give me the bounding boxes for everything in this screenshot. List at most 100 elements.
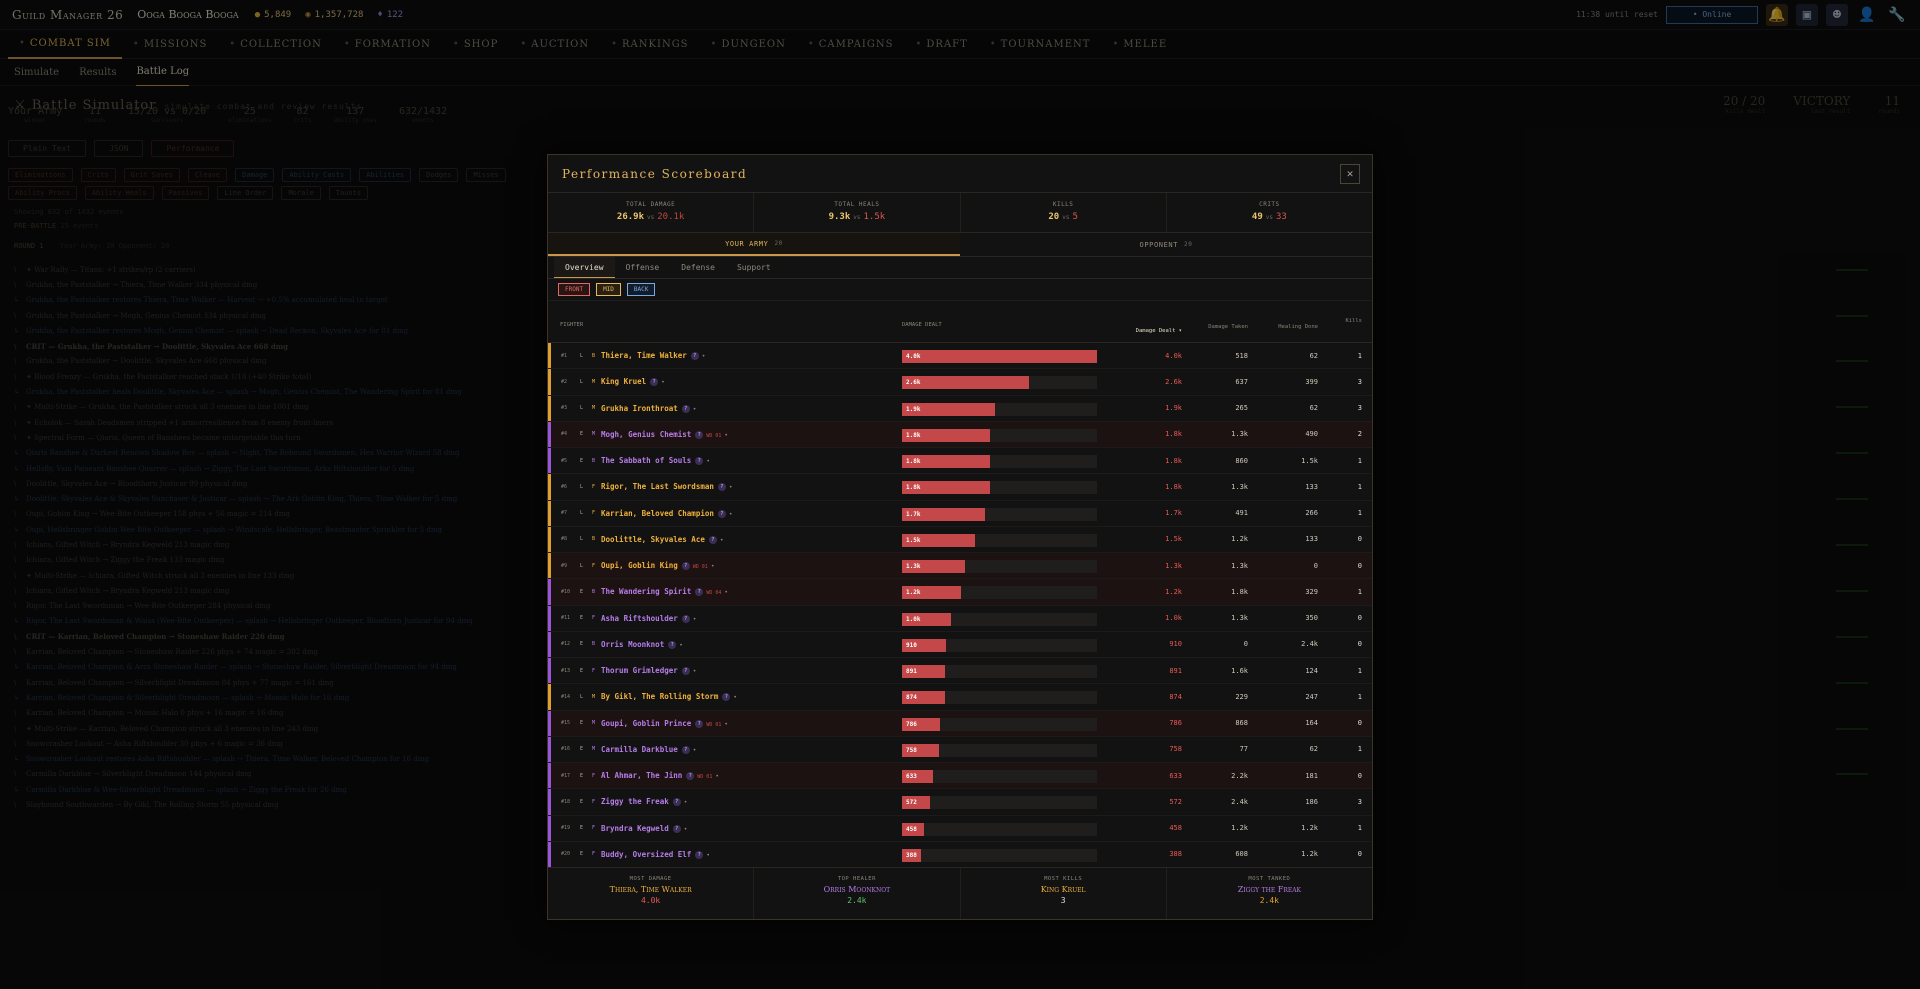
fighter-name[interactable]: Thiera, Time Walker? • — [601, 351, 705, 361]
fighter-name[interactable]: Mogh, Genius Chemist? WD 01 • — [601, 430, 728, 439]
table-row[interactable]: #6 L F Rigor, The Last Swordsman? • 1.8k 1.8k 1… — [548, 474, 1372, 501]
nav-melee[interactable]: • Melee — [1101, 30, 1178, 59]
filter-front[interactable]: FRONT — [558, 283, 591, 296]
col-damage-dealt[interactable]: Damage Dealt ▾ — [1135, 328, 1182, 334]
event-filter-toggle[interactable]: Crits — [80, 168, 116, 182]
fighter-name[interactable]: Rigor, The Last Swordsman? • — [601, 482, 733, 492]
filter-mid[interactable]: MID — [596, 283, 621, 296]
table-row[interactable]: #4 E M Mogh, Genius Chemist? WD 01 • 1.8k 1.8k 1… — [548, 421, 1372, 448]
table-row[interactable]: #12 E B Orris Moonknot? • 910 910 0 2.4k 0 — [548, 631, 1372, 658]
your-army-tab[interactable]: YOUR ARMY 20 — [548, 233, 960, 256]
info-badge-icon[interactable]: ? — [695, 457, 704, 466]
detail-filter-toggle[interactable]: Taunts — [328, 186, 369, 200]
table-row[interactable]: #11 E F Asha Riftshoulder? • 1.0k 1.0k 1.3k 350 0 — [548, 605, 1372, 632]
fighter-name[interactable]: Bryndra Kegweld? • — [601, 824, 687, 833]
nav-combat-sim[interactable]: • Combat Sim — [8, 30, 122, 59]
profile-icon[interactable]: 👤 — [1858, 6, 1876, 23]
nav-shop[interactable]: • Shop — [442, 30, 509, 59]
fighter-name[interactable]: Asha Riftshoulder? • — [601, 614, 696, 623]
col-kills[interactable]: Kills — [1345, 318, 1362, 324]
info-badge-icon[interactable]: ? — [681, 562, 690, 571]
event-filter-toggle[interactable]: Abilities — [359, 168, 412, 182]
fighter-name[interactable]: The Wandering Spirit? WD 04 • — [601, 587, 728, 597]
fighter-name[interactable]: Grukha Ironthroat? • — [601, 404, 696, 413]
detail-filter-toggle[interactable]: Line Order — [217, 186, 274, 200]
fighter-name[interactable]: King Kruel? • — [601, 377, 665, 387]
info-badge-icon[interactable]: ? — [717, 509, 726, 518]
info-badge-icon[interactable]: ? — [686, 772, 695, 781]
settings-wrench-icon[interactable]: 🔧 — [1888, 6, 1906, 23]
bell-icon[interactable]: 🔔 — [1766, 3, 1788, 26]
tab-support[interactable]: Support — [736, 263, 771, 272]
fighter-name[interactable]: Karrian, Beloved Champion? • — [601, 509, 733, 518]
event-filter-toggle[interactable]: Dodges — [419, 168, 459, 182]
info-badge-icon[interactable]: ? — [681, 614, 690, 623]
close-button[interactable]: ✕ — [1340, 163, 1360, 184]
col-damage-taken[interactable]: Damage Taken — [1208, 324, 1248, 330]
info-badge-icon[interactable]: ? — [672, 798, 681, 807]
event-filter-toggle[interactable]: Eliminations — [8, 168, 73, 182]
format-button[interactable]: JSON — [94, 140, 144, 157]
event-filter-toggle[interactable]: Damage — [235, 168, 275, 182]
tab-overview[interactable]: Overview — [554, 257, 615, 278]
table-row[interactable]: #8 L B Doolittle, Skyvales Ace? • 1.5k 1.5k 1.2… — [548, 526, 1372, 553]
nav-campaigns[interactable]: • Campaigns — [797, 30, 905, 59]
format-button[interactable]: Plain Text — [8, 140, 87, 157]
detail-filter-toggle[interactable]: Ability Heals — [84, 186, 154, 200]
event-filter-toggle[interactable]: Ability Casts — [282, 168, 352, 182]
info-badge-icon[interactable]: ? — [672, 824, 681, 833]
detail-filter-toggle[interactable]: Morale — [281, 186, 321, 200]
info-badge-icon[interactable]: ? — [681, 745, 690, 754]
online-status-button[interactable]: • Online — [1666, 5, 1758, 24]
table-row[interactable]: #1 L B Thiera, Time Walker? • 4.0k 4.0k 518 62 1 — [548, 343, 1372, 370]
fighter-name[interactable]: Ziggy the Freak? • — [601, 797, 687, 807]
fighter-name[interactable]: Goupi, Goblin Prince? WD 01 • — [601, 719, 728, 728]
table-row[interactable]: #13 E F Thorum Grimledger? • 891 891 1.6k 124 1 — [548, 658, 1372, 685]
fighter-name[interactable]: Carmilla Darkblue? • — [601, 745, 696, 754]
nav-rankings[interactable]: • Rankings — [600, 30, 699, 59]
info-badge-icon[interactable]: ? — [681, 404, 690, 413]
fighter-name[interactable]: Oupi, Goblin King? WD 01 • — [601, 561, 714, 571]
nav-tournament[interactable]: • Tournament — [979, 30, 1102, 59]
nav-collection[interactable]: • Collection — [218, 30, 333, 59]
info-badge-icon[interactable]: ? — [708, 535, 717, 544]
info-badge-icon[interactable]: ? — [695, 588, 704, 597]
nav-auction[interactable]: • Auction — [509, 30, 600, 59]
info-badge-icon[interactable]: ? — [695, 430, 704, 439]
event-filter-toggle[interactable]: Grit Saves — [123, 168, 180, 182]
nav-formation[interactable]: • Formation — [333, 30, 442, 59]
info-badge-icon[interactable]: ? — [717, 483, 726, 492]
subtab-battle-log[interactable]: Battle Log — [136, 59, 190, 86]
table-row[interactable]: #9 L F Oupi, Goblin King? WD 01 • 1.3k 1.3k 1.3k… — [548, 553, 1372, 580]
fighter-name[interactable]: By Gikl, The Rolling Storm? • — [601, 692, 737, 702]
fighter-name[interactable]: Buddy, Oversized Elf? • — [601, 850, 710, 859]
event-filter-toggle[interactable]: Misses — [466, 168, 506, 182]
detail-filter-toggle[interactable]: Ability Procs — [8, 186, 77, 200]
info-badge-icon[interactable]: ? — [681, 667, 690, 676]
nav-missions[interactable]: • Missions — [122, 30, 218, 59]
detail-filter-toggle[interactable]: Passives — [161, 186, 210, 200]
table-row[interactable]: #14 L M By Gikl, The Rolling Storm? • 874 874 2… — [548, 684, 1372, 711]
table-row[interactable]: #15 E M Goupi, Goblin Prince? WD 01 • 786 786 86… — [548, 710, 1372, 737]
info-badge-icon[interactable]: ? — [695, 719, 704, 728]
format-button[interactable]: Performance — [151, 140, 235, 157]
nav-dungeon[interactable]: • Dungeon — [700, 30, 797, 59]
tab-defense[interactable]: Defense — [681, 263, 715, 272]
col-healing-done[interactable]: Healing Done — [1278, 324, 1318, 330]
fighter-name[interactable]: The Sabbath of Souls? • — [601, 456, 710, 466]
filter-back[interactable]: BACK — [626, 283, 656, 296]
table-row[interactable]: #17 E F Al Ahmar, The Jinn? WD 01 • 633 633 2.2k… — [548, 763, 1372, 790]
nav-draft[interactable]: • Draft — [904, 30, 978, 59]
table-row[interactable]: #2 L M King Kruel? • 2.6k 2.6k 637 399 3 — [548, 369, 1372, 396]
table-row[interactable]: #16 E M Carmilla Darkblue? • 758 758 77 62 1 — [548, 736, 1372, 763]
info-badge-icon[interactable]: ? — [695, 850, 704, 859]
fighter-name[interactable]: Thorum Grimledger? • — [601, 666, 696, 676]
opponent-tab[interactable]: OPPONENT 20 — [1139, 240, 1193, 249]
table-row[interactable]: #18 E F Ziggy the Freak? • 572 572 2.4k 186 3 — [548, 789, 1372, 816]
table-row[interactable]: #19 E F Bryndra Kegweld? • 458 458 1.2k 1.2k 1 — [548, 815, 1372, 842]
info-badge-icon[interactable]: ? — [668, 640, 677, 649]
info-badge-icon[interactable]: ? — [650, 378, 659, 387]
table-row[interactable]: #3 L M Grukha Ironthroat? • 1.9k 1.9k 265 62 3 — [548, 395, 1372, 422]
discord-icon[interactable]: ☻ — [1826, 3, 1848, 26]
save-icon[interactable]: ▣ — [1796, 3, 1818, 26]
